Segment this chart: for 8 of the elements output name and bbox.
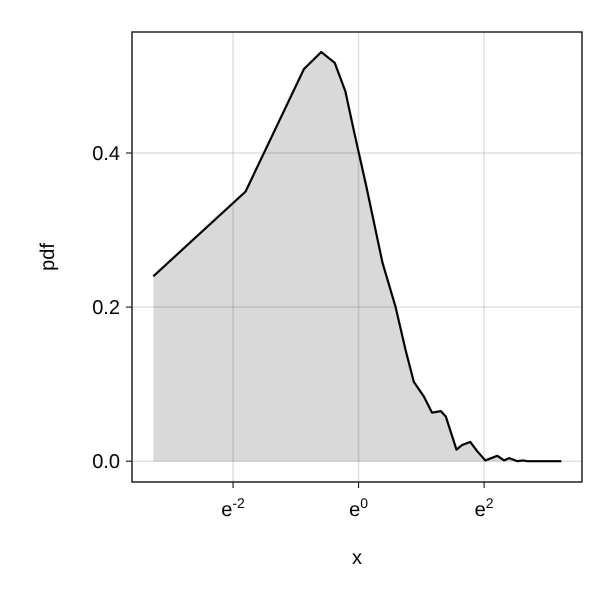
x-axis-title: x <box>352 547 362 569</box>
y-tick-label: 0.4 <box>92 142 120 165</box>
y-axis-title: pdf <box>37 242 59 271</box>
x-tick-label: e$^{0}$ <box>349 495 368 521</box>
x-tick-label: e$^{2}$ <box>474 495 494 521</box>
y-tick-label: 0.0 <box>92 451 120 474</box>
x-tick-label: e$^{-2}$ <box>221 495 246 521</box>
y-tick-label: 0.2 <box>92 297 120 320</box>
